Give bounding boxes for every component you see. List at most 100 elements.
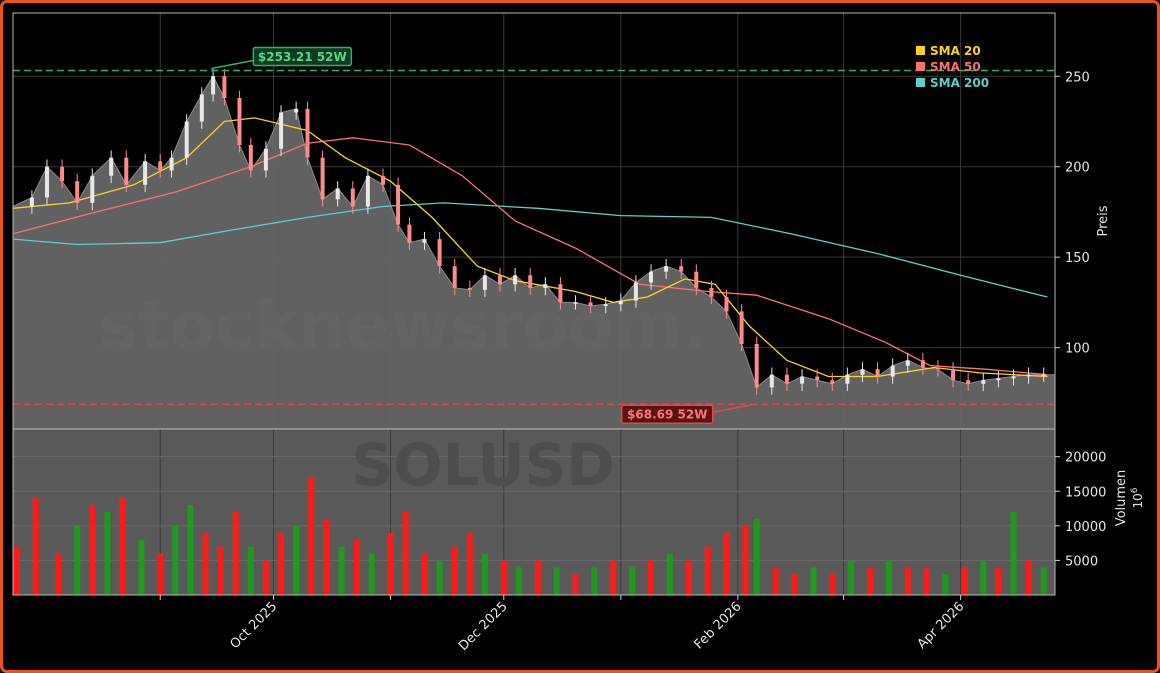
volume-bar — [704, 546, 711, 595]
candle-body — [279, 112, 284, 149]
volume-bar — [1010, 512, 1017, 595]
volume-bar — [610, 560, 617, 595]
candle-body — [936, 367, 940, 370]
volume-bar — [742, 525, 749, 595]
candle-body — [498, 275, 502, 285]
volume-bar — [13, 546, 20, 595]
legend: SMA 20 SMA 50 SMA 200 — [916, 44, 989, 90]
chart-svg: stocknewsroom. SOLUSD $253.21 52W$68.69 … — [12, 12, 1145, 654]
volume-tick-label: 15000 — [1065, 485, 1106, 500]
volume-bar — [293, 525, 300, 595]
candle-body — [996, 378, 1001, 381]
candle-body — [109, 157, 114, 176]
volume-bar — [648, 560, 654, 595]
candle-body — [90, 175, 95, 203]
volume-bar — [55, 553, 62, 595]
volume-bar — [402, 512, 409, 595]
candle-body — [124, 157, 129, 185]
volume-bars — [13, 477, 1047, 596]
volume-bar — [217, 546, 224, 595]
volume-bar — [353, 539, 360, 595]
price-tick-label: 150 — [1065, 251, 1090, 266]
volume-bar — [885, 560, 892, 595]
volume-tick-label: 10000 — [1065, 520, 1106, 535]
candle-body — [905, 360, 910, 366]
candle-body — [664, 266, 669, 272]
volume-bar — [666, 553, 673, 595]
volume-bar — [368, 553, 375, 595]
candle-body — [452, 266, 457, 288]
candle-body — [603, 304, 608, 306]
volume-bar — [89, 505, 96, 595]
legend-swatch-sma50 — [916, 62, 925, 71]
candle-body — [1026, 374, 1031, 377]
legend-label-sma200: SMA 200 — [930, 76, 989, 90]
volume-bar — [553, 567, 560, 595]
candle-body — [845, 374, 850, 384]
volume-bar — [591, 567, 598, 595]
candle-body — [320, 157, 325, 200]
high-52w-arrow — [211, 59, 254, 70]
candle-body — [860, 369, 865, 375]
date-tick-label: Dec 2025 — [456, 599, 511, 654]
candle-body — [633, 282, 638, 301]
candle-body — [237, 98, 242, 145]
volume-bar — [629, 567, 636, 595]
candle-body — [248, 145, 253, 171]
volume-unit-label: 106 — [1130, 487, 1145, 508]
annotations: $253.21 52W $68.69 52W — [13, 46, 1055, 424]
high-52w-box — [252, 46, 353, 67]
volume-bar — [753, 518, 760, 595]
volume-bar — [232, 512, 239, 595]
candle-body — [920, 360, 925, 368]
volume-bar — [904, 567, 911, 595]
volume-bar — [187, 505, 194, 595]
candle-body — [60, 166, 65, 182]
candle-body — [981, 380, 986, 384]
volume-bar — [481, 553, 488, 595]
volume-bar — [848, 560, 855, 595]
candle-body — [396, 184, 401, 225]
candle-body — [211, 76, 216, 95]
candle-body — [694, 271, 699, 288]
volume-bar — [1040, 567, 1047, 595]
candle-body — [784, 374, 789, 384]
volume-bar — [104, 512, 111, 595]
legend-label-sma50: SMA 50 — [930, 60, 981, 74]
sma50-line — [12, 137, 1048, 376]
volume-bar — [534, 560, 541, 595]
low-52w-label: $68.69 52W — [627, 408, 707, 422]
volume-bar — [723, 532, 730, 596]
candle-body — [1011, 376, 1016, 379]
price-tick-label: 100 — [1065, 342, 1090, 357]
candle-body — [222, 76, 227, 98]
candle-body — [169, 157, 174, 171]
candle-body — [830, 380, 835, 384]
volume-axis-label: Volumen — [1114, 470, 1129, 527]
volume-bar — [980, 560, 987, 595]
candle-body — [754, 344, 759, 388]
volume-bar — [308, 477, 315, 595]
volume-bar — [436, 560, 443, 595]
candle-body — [724, 297, 729, 312]
candle-body — [158, 161, 163, 171]
candle-body — [649, 271, 653, 283]
candle-body — [305, 108, 310, 158]
volume-bar — [772, 567, 779, 595]
candle-body — [709, 287, 714, 297]
volume-bar — [172, 525, 179, 595]
candlesticks — [29, 69, 1046, 395]
date-tick-label: Apr 2026 — [915, 599, 968, 652]
volume-bar — [810, 567, 817, 595]
volume-bar — [923, 567, 930, 595]
volume-bar — [867, 567, 873, 595]
volume-tick-label: 20000 — [1065, 451, 1106, 466]
volume-bar — [942, 574, 949, 596]
volume-bar — [500, 560, 507, 595]
candle-body — [335, 188, 340, 200]
volume-bar — [1025, 560, 1032, 595]
candle-body — [75, 181, 80, 203]
price-area-fill — [12, 75, 1056, 430]
candle-body — [407, 224, 412, 243]
